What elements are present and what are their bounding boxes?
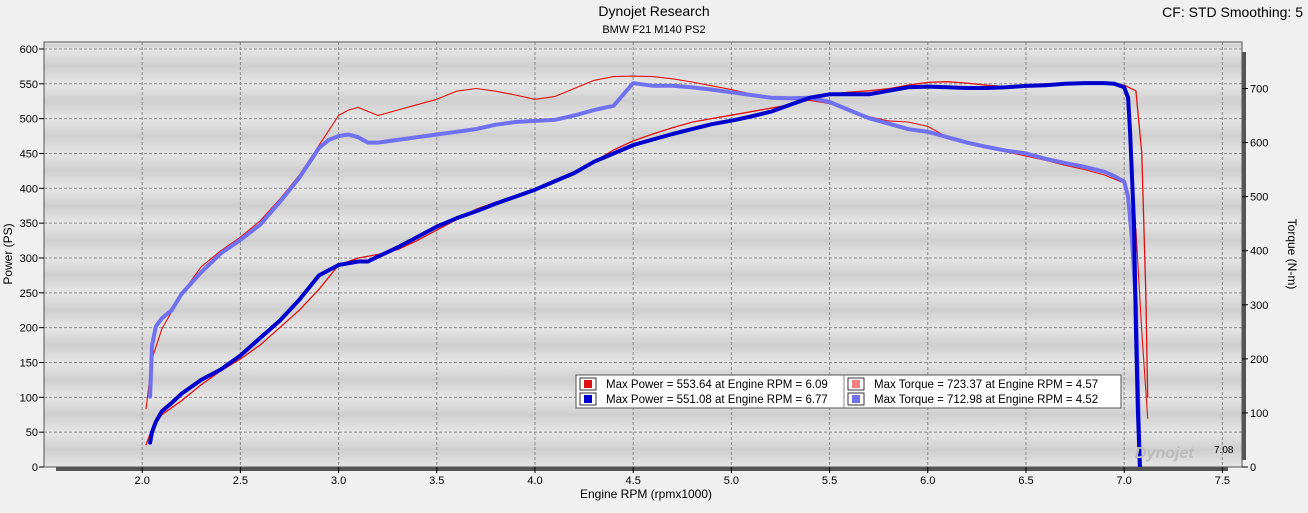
x-tick-label: 2.0 [135,475,150,487]
left-tick-label: 600 [20,44,38,56]
end-rpm-label: 7.08 [1214,445,1234,456]
left-tick-label: 200 [20,323,38,335]
left-tick-label: 350 [20,218,38,230]
plot-band [44,153,1242,189]
plot-band [44,292,1242,328]
left-tick-label: 100 [20,392,38,404]
series-group [145,75,1149,467]
x-tick-label: 6.5 [1018,475,1033,487]
right-tick-label: 700 [1250,84,1268,96]
x-tick-label: 2.5 [233,475,248,487]
plot-band [44,432,1242,467]
legend-swatch [852,395,860,403]
left-tick-label: 50 [26,427,38,439]
x-tick-label: 5.0 [724,475,739,487]
right-tick-label: 400 [1250,246,1268,258]
x-tick-label: 3.5 [429,475,444,487]
legend: Max Power = 553.64 at Engine RPM = 6.09 M… [575,374,1122,409]
right-tick-label: 100 [1250,408,1268,420]
legend-swatch [584,395,592,403]
x-tick-label: 7.5 [1215,475,1230,487]
left-y-axis: 0 50 100 150 200 250 300 350 400 450 500 550 600 [20,44,44,474]
plot-band [44,42,1242,49]
legend-swatch [584,380,592,388]
left-tick-label: 150 [20,357,38,369]
plot-band [44,327,1242,363]
grid-lines [44,42,1242,468]
legend-entry: Max Power = 551.08 at Engine RPM = 6.77 [606,394,828,406]
legend-entry: Max Torque = 723.37 at Engine RPM = 4.57 [874,379,1098,391]
right-y-axis: 0 100 200 300 400 500 600 700 [1242,52,1268,474]
dynojet-watermark: Dynojet [1135,445,1194,462]
left-y-axis-label: Power (PS) [1,223,15,284]
plot-band [44,118,1242,154]
correction-factor-label: CF: STD Smoothing: 5 [1162,4,1303,20]
plot-background [44,42,1242,467]
plot-band [44,223,1242,258]
x-tick-label: 6.0 [920,475,935,487]
right-axis-bar [1242,52,1246,460]
chart-title: Dynojet Research [598,3,709,19]
x-tick-label: 7.0 [1117,475,1132,487]
right-tick-label: 600 [1250,138,1268,150]
legend-swatch [852,380,860,388]
x-tick-label: 5.5 [822,475,837,487]
right-y-axis-label: Torque (N-m) [1285,219,1299,290]
left-tick-label: 450 [20,148,38,160]
left-tick-label: 550 [20,79,38,91]
x-tick-label: 4.5 [626,475,641,487]
left-tick-label: 300 [20,253,38,265]
plot-band [44,48,1242,84]
legend-entry: Max Power = 553.64 at Engine RPM = 6.09 [606,379,828,391]
legend-entry: Max Torque = 712.98 at Engine RPM = 4.52 [874,394,1098,406]
x-tick-label: 3.0 [331,475,346,487]
x-axis-label: Engine RPM (rpmx1000) [580,487,712,501]
x-axis-bar [56,467,1228,471]
series-line-4 [148,81,1142,467]
left-tick-label: 500 [20,114,38,126]
x-axis: 2.0 2.5 3.0 3.5 4.0 4.5 5.0 5.5 6.0 6.5 7.0 7.5 [56,467,1230,487]
right-tick-label: 300 [1250,300,1268,312]
left-tick-label: 400 [20,183,38,195]
x-tick-label: 4.0 [527,475,542,487]
plot-band [44,83,1242,119]
chart-subtitle: BMW F21 M140 PS2 [602,24,705,36]
right-tick-label: 500 [1250,192,1268,204]
plot-band [44,257,1242,293]
series-line-3 [148,81,1142,467]
left-tick-label: 0 [32,462,38,474]
left-tick-label: 250 [20,288,38,300]
right-tick-label: 200 [1250,354,1268,366]
right-tick-label: 0 [1250,462,1256,474]
plot-band [44,188,1242,224]
